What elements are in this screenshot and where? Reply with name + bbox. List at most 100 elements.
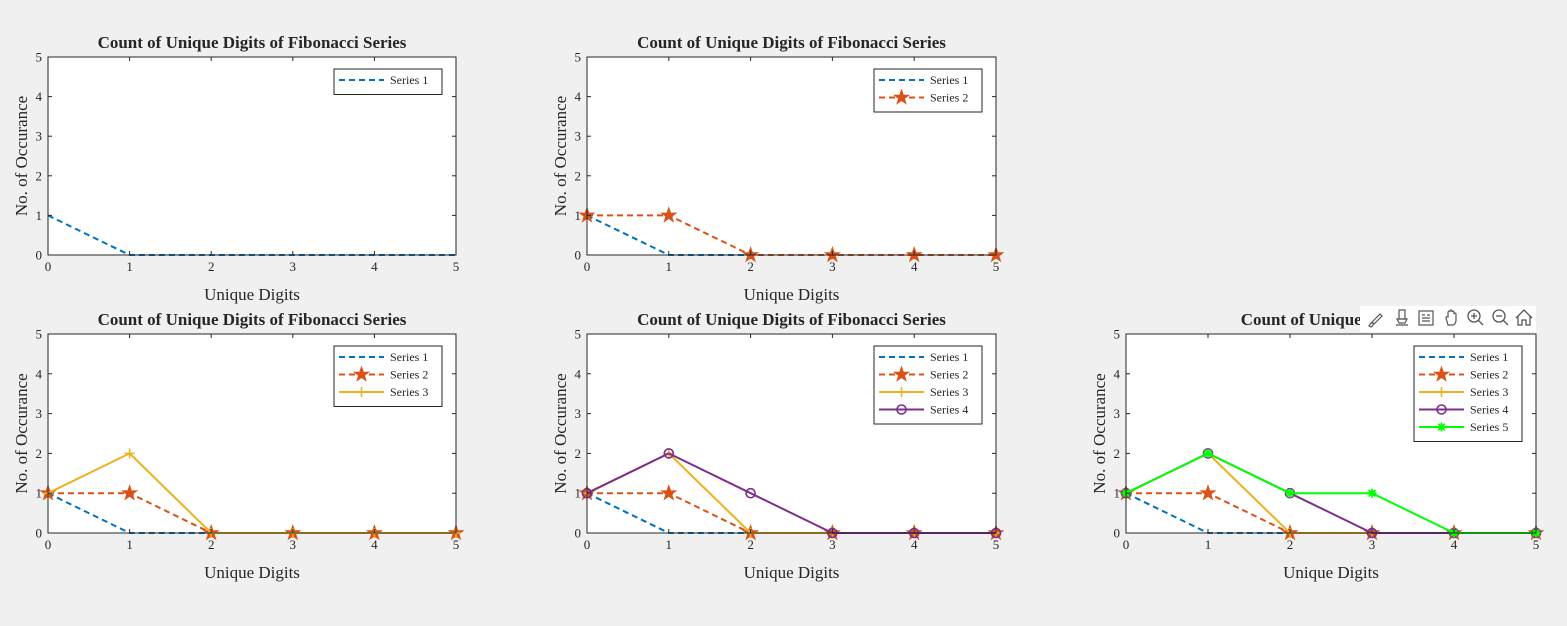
legend: Series 1: [333, 68, 443, 95]
legend-marker: [896, 404, 907, 415]
legend-box: [873, 68, 983, 113]
y-tick-label: 4: [36, 366, 43, 381]
legend-marker: [1437, 422, 1446, 432]
x-tick-label: 4: [371, 259, 378, 274]
y-tick-label: 0: [575, 526, 582, 541]
axes-box: [47, 56, 457, 256]
x-tick-label: 1: [666, 259, 673, 274]
x-tick-label: 5: [453, 537, 460, 552]
chart-title: Count of Unique Digits of Fibonacci Seri…: [637, 310, 946, 329]
legend-label: Series 4: [1470, 403, 1508, 417]
x-tick-label: 4: [911, 537, 918, 552]
y-tick-label: 4: [1114, 366, 1121, 381]
x-tick-label: 5: [993, 537, 1000, 552]
y-tick-label: 1: [575, 486, 582, 501]
y-tick-label: 3: [575, 129, 582, 144]
x-tick-label: 0: [584, 537, 591, 552]
legend-marker: [892, 88, 911, 105]
y-tick-label: 2: [36, 168, 43, 183]
x-tick-label: 1: [126, 537, 133, 552]
series-4-point: [663, 448, 675, 459]
x-tick-label: 0: [584, 259, 591, 274]
y-tick-label: 0: [36, 248, 43, 263]
series-2-point: [660, 206, 678, 223]
x-axis-label: Unique Digits: [204, 285, 300, 304]
legend: Series 1 Series 2 Series 3 Series 4 Series 5: [1413, 345, 1523, 442]
chart-title: Count of Unique Digits of Fibonacci Seri…: [98, 310, 407, 329]
y-tick-label: 5: [1114, 327, 1121, 342]
x-tick-label: 3: [290, 537, 297, 552]
legend-box: [1413, 345, 1523, 442]
y-tick-label: 1: [575, 208, 582, 223]
x-tick-label: 2: [747, 537, 754, 552]
y-tick-label: 4: [575, 366, 582, 381]
legend-label: Series 1: [930, 73, 968, 87]
zoom-in-icon[interactable]: [1464, 306, 1486, 332]
legend-label: Series 2: [930, 368, 968, 382]
x-tick-label: 3: [829, 537, 836, 552]
series-5-point: [1367, 488, 1377, 498]
y-tick-label: 2: [575, 446, 582, 461]
legend-label: Series 1: [390, 73, 428, 87]
x-tick-label: 4: [371, 537, 378, 552]
legend-marker: [1436, 387, 1447, 397]
legend: Series 1 Series 2 Series 3: [333, 345, 443, 407]
series-4-point: [745, 487, 756, 499]
legend-marker: [896, 387, 907, 397]
legend-label: Series 2: [390, 368, 428, 382]
y-tick-label: 5: [575, 327, 582, 342]
insert-legend-icon[interactable]: [1415, 306, 1437, 332]
pan-icon[interactable]: [1440, 306, 1462, 332]
axes-box: [1125, 333, 1537, 534]
legend-label: Series 1: [930, 350, 968, 364]
chart-title: Count of Unique Digits of Fibonacci Seri…: [98, 33, 407, 52]
legend-label: Series 3: [1470, 385, 1508, 399]
x-tick-label: 4: [1451, 537, 1458, 552]
legend-marker: [1436, 404, 1447, 415]
axes-box: [47, 333, 457, 534]
legend-box: [873, 345, 983, 425]
y-tick-label: 2: [1114, 446, 1121, 461]
zoom-out-icon[interactable]: [1489, 306, 1511, 332]
y-tick-label: 1: [1114, 486, 1121, 501]
x-axis-label: Unique Digits: [1283, 563, 1379, 582]
subplot-2: 0 1 2 3 4 5 0 1 2 3 4 5 Count of Unique Digits of Fi…: [551, 33, 1004, 304]
y-tick-label: 2: [36, 446, 43, 461]
y-tick-label: 4: [36, 89, 43, 104]
x-tick-label: 4: [911, 259, 918, 274]
y-axis-label: No. of Occurance: [551, 373, 570, 493]
x-tick-label: 5: [1533, 537, 1540, 552]
subplot-3: 0 1 2 3 4 5 0 1 2 3 4 5 Count of Unique Digits of Fi…: [12, 310, 464, 582]
y-tick-label: 1: [36, 208, 43, 223]
y-tick-label: 2: [575, 168, 582, 183]
legend-label: Series 3: [930, 385, 968, 399]
x-tick-label: 5: [453, 259, 460, 274]
brush-icon[interactable]: [1366, 306, 1388, 332]
x-tick-label: 3: [829, 259, 836, 274]
y-tick-label: 3: [36, 406, 43, 421]
x-tick-label: 2: [747, 259, 754, 274]
y-tick-label: 5: [36, 327, 43, 342]
x-tick-label: 0: [45, 537, 52, 552]
subplot-4: 0 1 2 3 4 5 0 1 2 3 4 5 Count of Unique Digits of Fi…: [551, 310, 1004, 582]
x-tick-label: 0: [45, 259, 52, 274]
home-icon[interactable]: [1513, 306, 1535, 332]
x-tick-label: 1: [666, 537, 673, 552]
y-tick-label: 5: [575, 50, 582, 65]
x-tick-label: 5: [993, 259, 1000, 274]
data-tips-icon[interactable]: [1391, 306, 1413, 332]
y-tick-label: 4: [575, 89, 582, 104]
legend-label: Series 1: [1470, 350, 1508, 364]
x-tick-label: 1: [126, 259, 133, 274]
chart-title: Count of Unique Digits of Fibonacci Seri…: [637, 33, 946, 52]
y-tick-label: 1: [36, 486, 43, 501]
y-axis-label: No. of Occurance: [551, 96, 570, 216]
y-axis-label: No. of Occurance: [1090, 373, 1109, 493]
legend-label: Series 1: [390, 350, 428, 364]
y-tick-label: 3: [36, 129, 43, 144]
legend-marker: [356, 387, 367, 397]
legend-label: Series 5: [1470, 420, 1508, 434]
y-tick-label: 5: [36, 50, 43, 65]
